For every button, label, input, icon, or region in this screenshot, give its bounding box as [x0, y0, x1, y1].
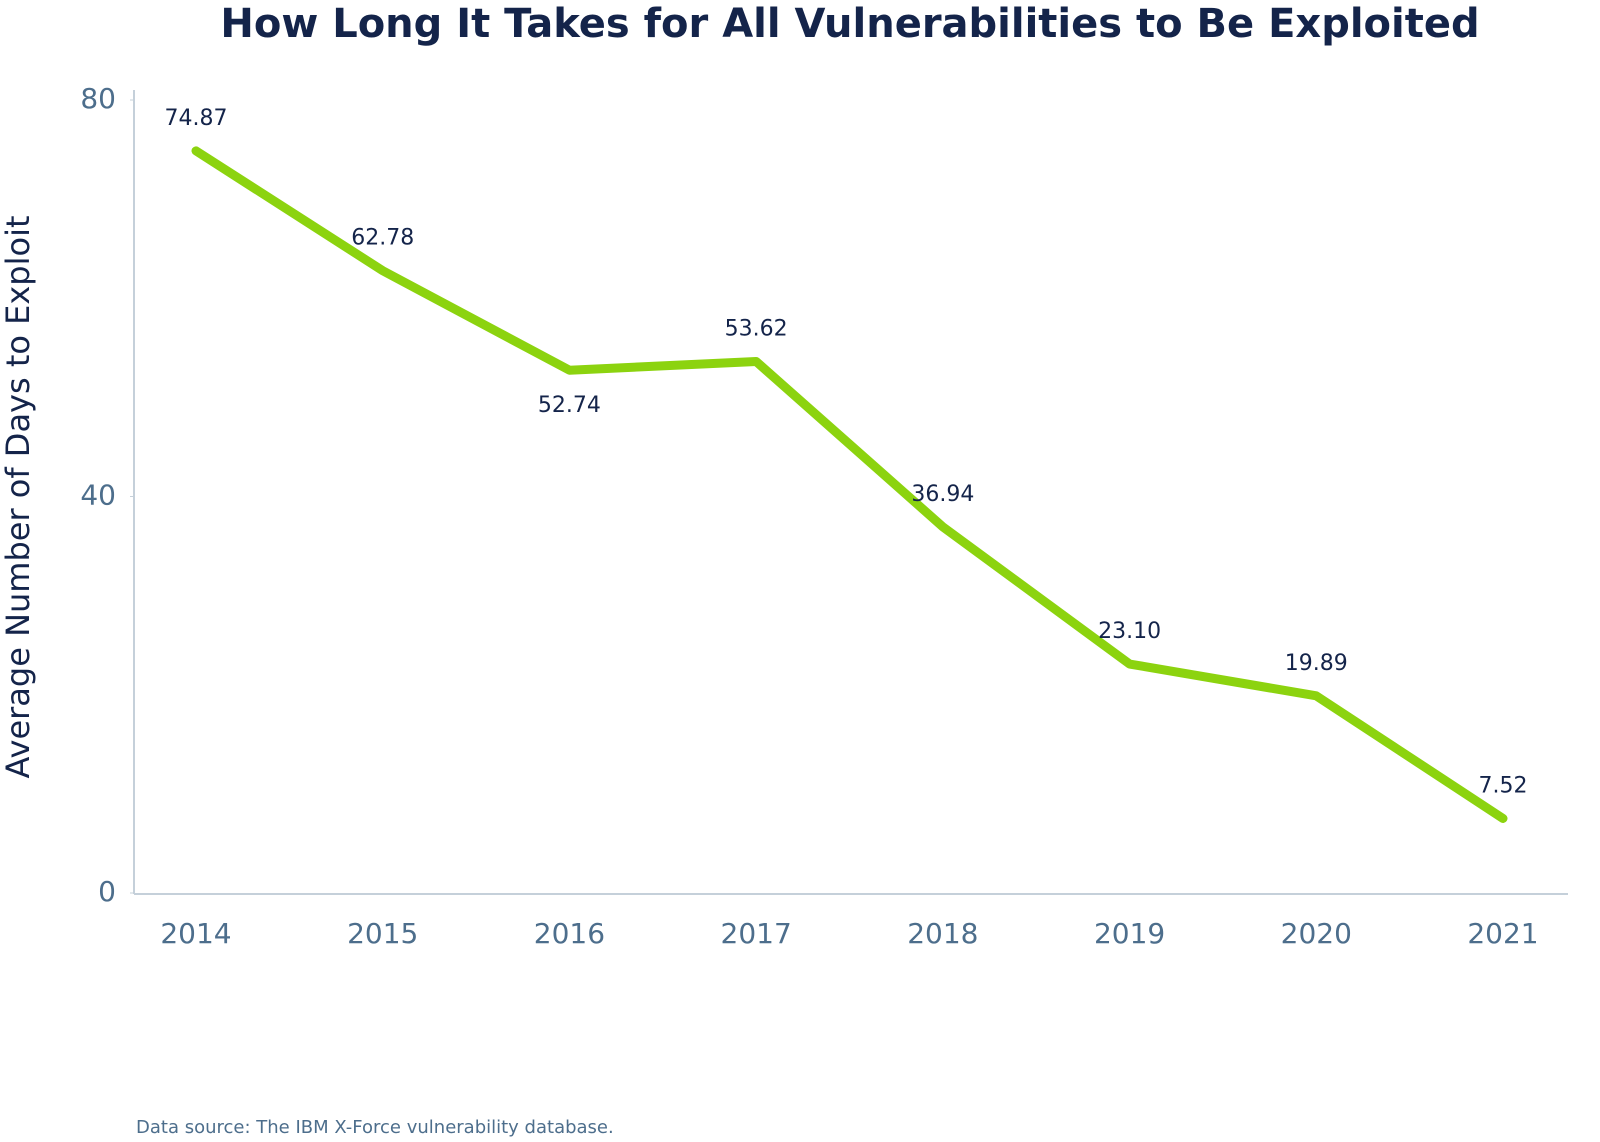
source-note: Data source: The IBM X-Force vulnerabili…: [136, 1117, 614, 1138]
x-tick-label: 2020: [1281, 917, 1352, 950]
data-label: 23.10: [1098, 619, 1161, 644]
x-tick-label: 2018: [907, 917, 978, 950]
data-label: 36.94: [911, 482, 974, 507]
data-label: 53.62: [725, 316, 788, 341]
y-axis-label: Average Number of Days to Exploit: [0, 215, 37, 778]
data-label: 74.87: [165, 106, 228, 131]
y-tick-label: 80: [80, 82, 116, 115]
x-tick-label: 2014: [160, 917, 231, 950]
x-tick-label: 2016: [534, 917, 605, 950]
x-tick-label: 2015: [347, 917, 418, 950]
data-label: 52.74: [538, 393, 601, 418]
y-tick-label: 40: [80, 479, 116, 512]
chart-title: How Long It Takes for All Vulnerabilitie…: [220, 1, 1479, 47]
data-label: 62.78: [351, 226, 414, 251]
data-label: 19.89: [1285, 651, 1348, 676]
x-tick-label: 2017: [721, 917, 792, 950]
y-tick-label: 0: [98, 875, 116, 908]
data-label: 7.52: [1479, 773, 1528, 798]
x-tick-label: 2019: [1094, 917, 1165, 950]
x-tick-label: 2021: [1467, 917, 1538, 950]
line: [191, 146, 1508, 823]
